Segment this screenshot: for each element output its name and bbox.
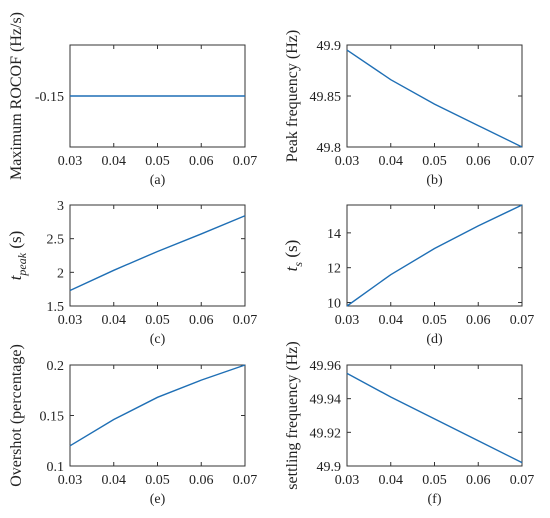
- x-tick-label-c-3: 0.06: [189, 313, 214, 328]
- y-axis-label-symbol-c: t: [6, 274, 25, 280]
- x-tick-label-a-3: 0.06: [189, 154, 214, 169]
- y-axis-label-unit-c: (s): [6, 231, 25, 253]
- y-axis-label-symbol-d: t: [282, 265, 301, 271]
- x-tick-label-b-1: 0.04: [379, 154, 404, 169]
- caption-f: (f): [428, 492, 442, 507]
- x-tick-label-b-2: 0.05: [422, 154, 447, 169]
- y-tick-label-c-1: 2: [57, 266, 64, 281]
- series-line-b: [346, 49, 523, 148]
- subplot-b: 0.03 0.04 0.05 0.06 0.07 49.8 49.85 49.9 (b) Peak…: [284, 30, 534, 188]
- axes-frame-c: [69, 204, 246, 307]
- x-tick-label-a-1: 0.04: [102, 154, 127, 169]
- y-tick-label-e-2: 0.2: [47, 359, 65, 374]
- x-tick-label-f-4: 0.07: [510, 473, 535, 488]
- x-tick-label-a-4: 0.07: [233, 154, 258, 169]
- y-tick-label-e-0: 0.1: [47, 460, 65, 475]
- y-axis-label-subscript-c: peak: [15, 252, 29, 276]
- caption-b: (b): [426, 173, 443, 188]
- subplot-c: 0.03 0.04 0.05 0.06 0.07 1.5 2 2.5 3 (c) tpeak (s): [6, 199, 257, 347]
- y-tick-label-a-0: -0.15: [35, 90, 64, 105]
- x-tick-label-c-1: 0.04: [102, 313, 127, 328]
- y-tick-label-d-0: 10: [327, 297, 341, 312]
- y-tick-label-b-2: 49.9: [317, 39, 342, 54]
- x-tick-label-c-4: 0.07: [233, 313, 258, 328]
- x-tick-label-f-3: 0.06: [466, 473, 491, 488]
- y-tick-label-f-1: 49.92: [310, 426, 342, 441]
- x-tick-label-e-1: 0.04: [102, 473, 127, 488]
- series-line-d: [346, 204, 523, 307]
- y-axis-label-f: settling frequency (Hz): [284, 341, 301, 489]
- x-tick-label-d-2: 0.05: [422, 313, 447, 328]
- caption-e: (e): [150, 492, 166, 507]
- y-tick-label-c-0: 1.5: [47, 300, 65, 315]
- x-tick-label-e-4: 0.07: [233, 473, 258, 488]
- x-tick-label-e-3: 0.06: [189, 473, 214, 488]
- y-axis-label-e: Overshot (percentage): [8, 344, 25, 487]
- x-tick-label-b-3: 0.06: [466, 154, 491, 169]
- y-axis-label-a: Maximum ROCOF (Hz/s): [8, 12, 25, 180]
- x-tick-label-f-0: 0.03: [335, 473, 360, 488]
- subplot-e: 0.03 0.04 0.05 0.06 0.07 0.1 0.15 0.2 (e) Oversho…: [8, 344, 257, 507]
- y-tick-label-c-2: 2.5: [47, 233, 65, 248]
- x-tick-label-c-2: 0.05: [145, 313, 170, 328]
- x-tick-label-f-2: 0.05: [422, 473, 447, 488]
- caption-a: (a): [150, 173, 166, 188]
- x-tick-label-d-0: 0.03: [335, 313, 360, 328]
- x-tick-label-e-2: 0.05: [145, 473, 170, 488]
- caption-c: (c): [150, 332, 166, 347]
- y-axis-label-unit-d: (s): [282, 240, 301, 262]
- series-line-f: [346, 372, 523, 464]
- y-tick-label-b-1: 49.85: [310, 90, 342, 105]
- y-axis-label-subscript-d: s: [291, 262, 305, 267]
- x-tick-label-a-0: 0.03: [58, 154, 83, 169]
- y-tick-label-d-2: 14: [327, 227, 341, 242]
- x-tick-label-d-4: 0.07: [510, 313, 535, 328]
- series-line-c: [69, 215, 246, 292]
- y-tick-label-b-0: 49.8: [317, 141, 342, 156]
- x-tick-label-c-0: 0.03: [58, 313, 83, 328]
- y-axis-label-c: tpeak (s): [6, 231, 29, 281]
- axes-frame-e: [69, 364, 246, 467]
- x-tick-label-a-2: 0.05: [145, 154, 170, 169]
- y-tick-label-f-0: 49.9: [317, 460, 342, 475]
- y-axis-label-b: Peak frequency (Hz): [284, 30, 301, 162]
- x-tick-label-e-0: 0.03: [58, 473, 83, 488]
- axes-frame-d: [346, 204, 523, 307]
- x-tick-label-f-1: 0.04: [379, 473, 404, 488]
- subplot-d: 0.03 0.04 0.05 0.06 0.07 10 12 14 (d) ts (s): [282, 204, 535, 347]
- x-tick-label-b-4: 0.07: [510, 154, 535, 169]
- axes-frame-b: [346, 44, 523, 148]
- y-tick-label-e-1: 0.15: [40, 410, 65, 425]
- series-line-e: [69, 364, 246, 447]
- y-tick-label-c-3: 3: [57, 199, 64, 214]
- y-tick-label-d-1: 12: [327, 262, 341, 277]
- y-tick-label-f-2: 49.94: [310, 393, 342, 408]
- y-tick-label-f-3: 49.96: [310, 359, 342, 374]
- x-tick-label-d-3: 0.06: [466, 313, 491, 328]
- caption-d: (d): [426, 332, 443, 347]
- subplot-f: 0.03 0.04 0.05 0.06 0.07 49.9 49.92 49.94 49.96 (…: [284, 341, 534, 507]
- x-tick-label-b-0: 0.03: [335, 154, 360, 169]
- axes-frame-f: [346, 364, 523, 467]
- x-tick-label-d-1: 0.04: [379, 313, 404, 328]
- subplot-a: 0.03 0.04 0.05 0.06 0.07 -0.15 (a) Maximum ROCO…: [8, 12, 257, 188]
- y-axis-label-d: ts (s): [282, 240, 305, 272]
